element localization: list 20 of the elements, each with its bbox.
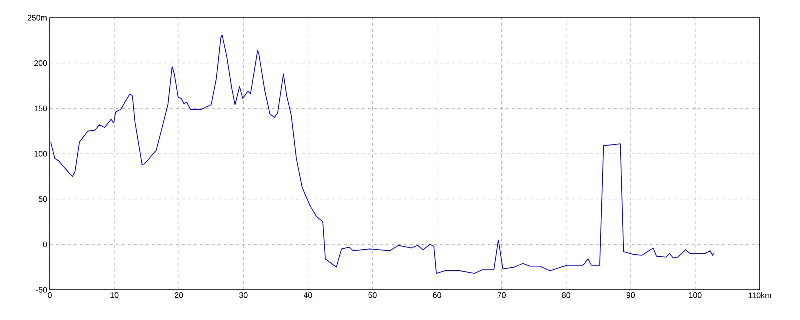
y-tick-label: -50 <box>36 287 48 293</box>
y-tick-label: 0 <box>43 242 48 248</box>
y-tick-label: 200 <box>34 60 48 66</box>
x-tick-label: 40 <box>304 292 312 298</box>
y-tick-label: 100 <box>34 151 48 157</box>
x-tick-label: 20 <box>175 292 184 298</box>
x-tick-label: 50 <box>368 292 377 298</box>
line-series <box>50 34 715 274</box>
y-tick-label: 250m <box>28 15 47 21</box>
x-tick-label: 80 <box>562 292 571 298</box>
x-tick-label: 10 <box>110 292 119 298</box>
x-tick-label: 30 <box>239 292 248 298</box>
y-tick-label: 50 <box>38 196 48 202</box>
y-tick-label: 150 <box>34 106 48 112</box>
x-tick-label: 60 <box>433 292 442 298</box>
x-tick-label: 0 <box>48 292 52 298</box>
x-tick-label: 110km <box>748 292 772 298</box>
x-tick-label: 100 <box>689 292 702 298</box>
x-tick-label: 70 <box>498 292 506 298</box>
x-tick-label: 90 <box>626 292 636 298</box>
